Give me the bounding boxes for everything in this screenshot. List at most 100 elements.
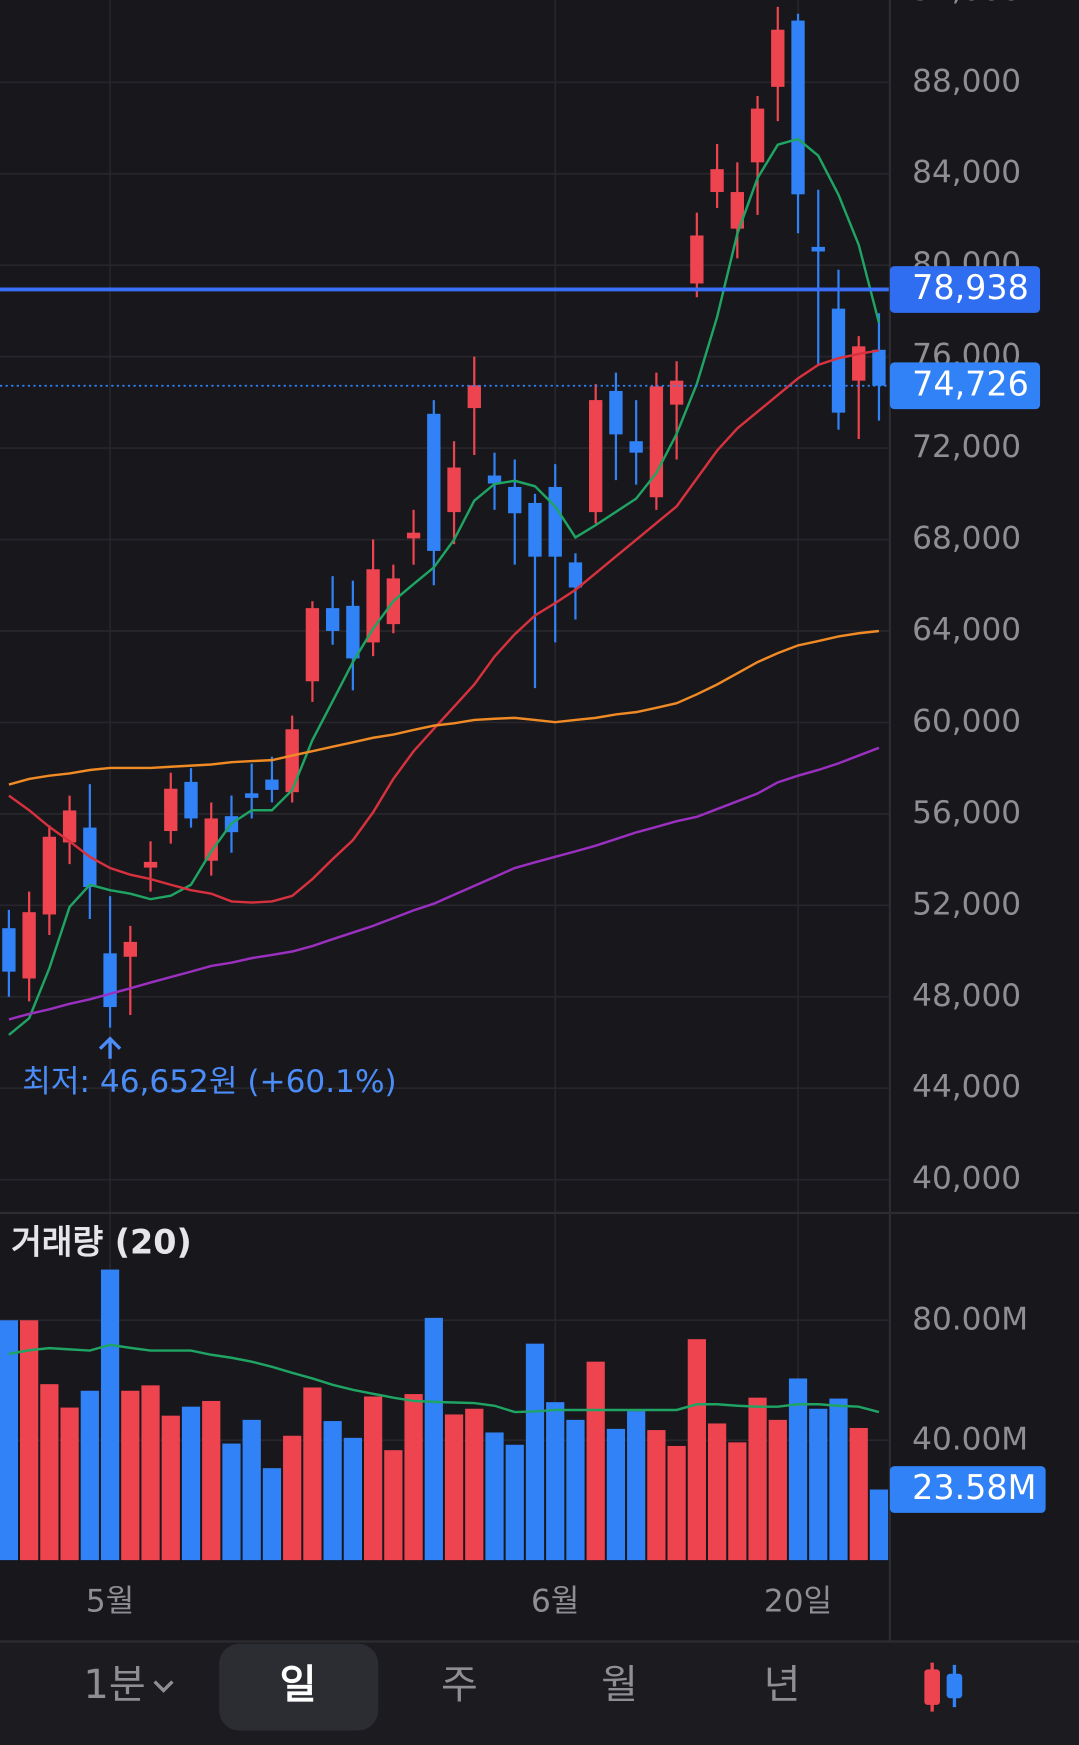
moving-average	[8, 629, 880, 786]
volume-bar	[444, 1414, 464, 1561]
candle-body	[305, 608, 320, 682]
axis: 92,00088,00084,00080,00076,00072,00068,0…	[86, 0, 1046, 1620]
y-tick-label: 84,000	[912, 155, 1021, 191]
candle-body	[730, 192, 744, 229]
volume-bar	[768, 1419, 787, 1561]
candle-body	[245, 793, 259, 798]
tab-week[interactable]: 주	[441, 1662, 478, 1708]
candle-body	[487, 475, 502, 484]
y-tick-label: 48,000	[912, 978, 1021, 1014]
chart-type-icon[interactable]	[924, 1662, 963, 1712]
volume-bar	[363, 1396, 383, 1561]
volume-bar	[303, 1387, 322, 1561]
volume-bar	[707, 1423, 727, 1561]
volume-bar	[748, 1397, 767, 1561]
candle-body	[22, 912, 36, 979]
volume-bar	[728, 1442, 747, 1561]
price-tag-label: 74,726	[912, 364, 1029, 403]
interval-select[interactable]: 1분	[83, 1662, 145, 1708]
x-tick-label: 5월	[86, 1584, 134, 1620]
candle-body	[548, 486, 562, 557]
volume-bar	[181, 1406, 201, 1561]
y-tick-label: 52,000	[912, 886, 1021, 922]
selected-tab-bg	[219, 1643, 379, 1731]
candle-body	[528, 502, 542, 557]
candle-body	[265, 779, 279, 790]
moving-average	[8, 137, 881, 1036]
candle-body	[831, 308, 846, 413]
volume-bar	[222, 1443, 241, 1561]
volume-bar	[809, 1408, 828, 1561]
volume-bar	[586, 1361, 605, 1561]
candle-body	[123, 941, 137, 957]
candle-body	[406, 532, 421, 539]
volume-title: 거래량 (20)	[11, 1223, 192, 1262]
volume-bar	[687, 1339, 706, 1561]
tab-month[interactable]: 월	[601, 1662, 638, 1708]
grid	[0, 0, 890, 1561]
price-tag-label: 78,938	[912, 268, 1029, 307]
candle-body	[629, 441, 643, 453]
y-tick-label: 60,000	[912, 703, 1021, 739]
volume-bar	[323, 1421, 342, 1561]
candle-body	[872, 349, 886, 386]
x-tick-label: 20일	[764, 1584, 832, 1620]
volume-bar	[0, 1320, 19, 1561]
volume-bar	[829, 1398, 848, 1561]
candle-body	[508, 486, 522, 514]
candle-body	[143, 861, 158, 868]
volume-bar	[40, 1384, 59, 1561]
tab-day[interactable]: 일	[280, 1662, 317, 1708]
candle-body	[589, 400, 603, 513]
volume-bar	[647, 1430, 666, 1561]
volume-bar	[525, 1343, 545, 1561]
candle-body	[811, 246, 825, 252]
volume-bar	[202, 1400, 221, 1561]
volume-bar	[566, 1419, 585, 1561]
candle-body	[447, 467, 461, 513]
candle-body	[791, 20, 805, 195]
candle-body	[852, 346, 866, 381]
low-label: 최저: 46,652원 (+60.1%)	[22, 1064, 396, 1100]
volume-bar	[20, 1320, 39, 1561]
candle-body	[649, 386, 664, 498]
candle-body	[204, 818, 218, 861]
moving-average	[8, 746, 880, 1021]
y-tick-label: 56,000	[912, 795, 1021, 831]
candle-body	[62, 810, 77, 843]
volume-ma	[8, 1343, 880, 1414]
volume-bar	[424, 1317, 443, 1561]
x-tick-label: 6월	[531, 1584, 579, 1620]
volume-bar	[283, 1435, 302, 1561]
y-tick-label: 40.00M	[912, 1421, 1028, 1457]
volume-bar	[161, 1415, 180, 1561]
tab-year[interactable]: 년	[764, 1662, 801, 1708]
volume-bar	[100, 1269, 120, 1561]
volume-bar	[343, 1437, 362, 1561]
y-tick-label: 64,000	[912, 612, 1021, 648]
price-tag	[889, 266, 1041, 313]
candle-body	[669, 380, 684, 405]
volume-bar	[667, 1445, 686, 1561]
volume-bar	[849, 1427, 868, 1561]
candle-body	[750, 108, 765, 163]
volume-bar	[627, 1411, 646, 1561]
y-tick-label: 44,000	[912, 1069, 1021, 1105]
bottom-nav: 1분 일 주 월 년	[0, 1640, 1079, 1745]
volume-panel	[0, 1269, 889, 1561]
y-tick-label: 80.00M	[912, 1301, 1028, 1337]
y-tick-label: 68,000	[912, 521, 1021, 557]
y-tick-label: 40,000	[912, 1161, 1021, 1197]
price-panel: 최저: 46,652원 (+60.1%)	[0, 6, 890, 1100]
volume-bar	[242, 1419, 261, 1561]
chevron	[153, 1680, 174, 1693]
volume-bar	[404, 1394, 423, 1561]
candle-body	[710, 169, 724, 193]
candle-body	[42, 836, 57, 915]
candle-body	[164, 788, 178, 832]
y-tick-label: 92,000	[912, 0, 1021, 8]
volume-bar	[505, 1444, 524, 1561]
candle-body	[467, 385, 481, 409]
